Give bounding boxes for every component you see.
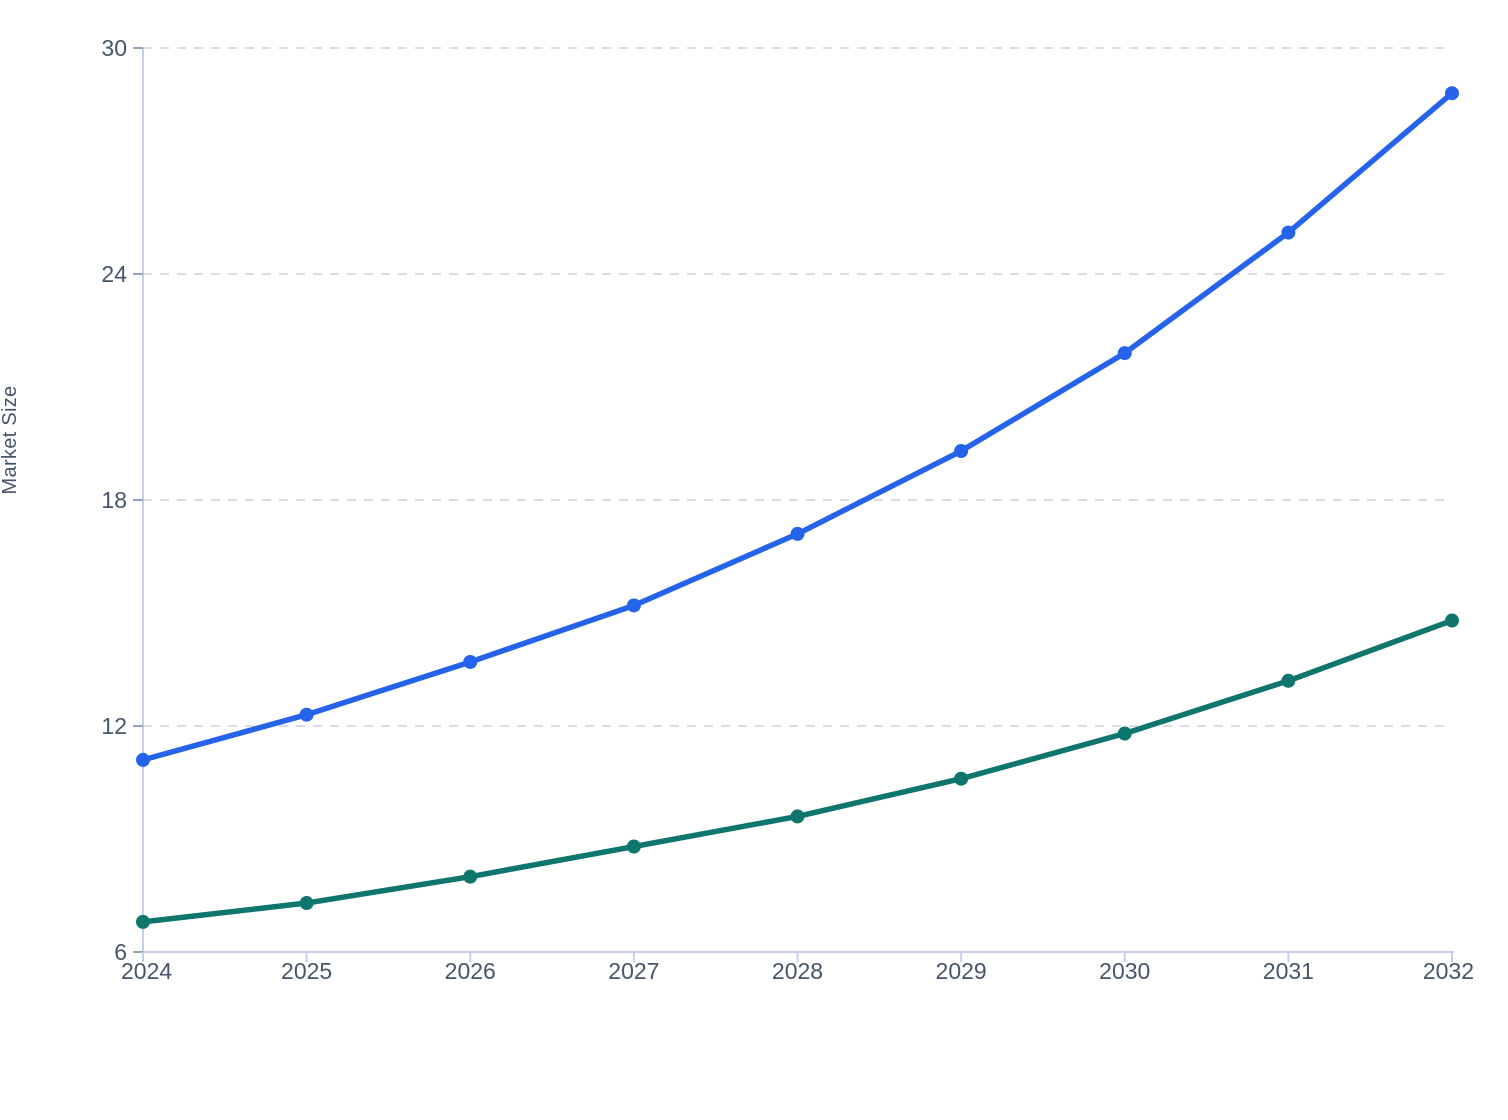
green-series-point[interactable] [136, 914, 150, 929]
green-series-point[interactable] [1117, 726, 1132, 741]
y-tick-label: 18 [101, 487, 127, 513]
y-tick-label: 12 [101, 713, 127, 739]
x-tick-label: 2032 [1423, 958, 1474, 984]
blue-series-point[interactable] [136, 752, 150, 767]
blue-series-point[interactable] [626, 598, 641, 613]
y-tick-label: 6 [114, 939, 127, 965]
tick-label-layer: 6 12 18 24 30 2024 2025 2026 2027 2028 2029 2030 203… [101, 35, 1474, 984]
x-tick-label: 2028 [772, 958, 823, 984]
green-series-point[interactable] [954, 771, 969, 786]
x-tick-label: 2027 [608, 958, 659, 984]
blue-series-point[interactable] [1445, 86, 1459, 101]
green-series-point[interactable] [1281, 673, 1296, 688]
blue-series-point[interactable] [1117, 346, 1132, 361]
y-tick-label: 30 [101, 35, 127, 61]
x-tick-label: 2026 [445, 958, 496, 984]
blue-series-point[interactable] [463, 654, 478, 669]
blue-series-line [140, 90, 1455, 763]
green-series-point[interactable] [626, 839, 641, 854]
y-axis-title: Market Size [0, 386, 21, 495]
green-series-line [140, 617, 1455, 925]
x-tick-label: 2025 [281, 958, 332, 984]
x-tick-label: 2030 [1099, 958, 1150, 984]
green-series-point[interactable] [1445, 613, 1459, 628]
blue-series-point[interactable] [790, 526, 805, 541]
y-tick-label: 24 [101, 261, 127, 287]
green-series-point[interactable] [790, 809, 805, 824]
blue-series-point[interactable] [1281, 225, 1296, 240]
x-tick-label: 2029 [936, 958, 987, 984]
series-layer [136, 86, 1459, 929]
x-tick-label: 2031 [1263, 958, 1314, 984]
green-series-point[interactable] [463, 869, 478, 884]
axis-layer [133, 47, 1454, 962]
blue-series-point[interactable] [954, 444, 969, 459]
gridline-layer [143, 47, 1452, 727]
green-series-point[interactable] [299, 896, 314, 911]
x-tick-label: 2024 [121, 958, 172, 984]
blue-series-point[interactable] [299, 707, 314, 722]
